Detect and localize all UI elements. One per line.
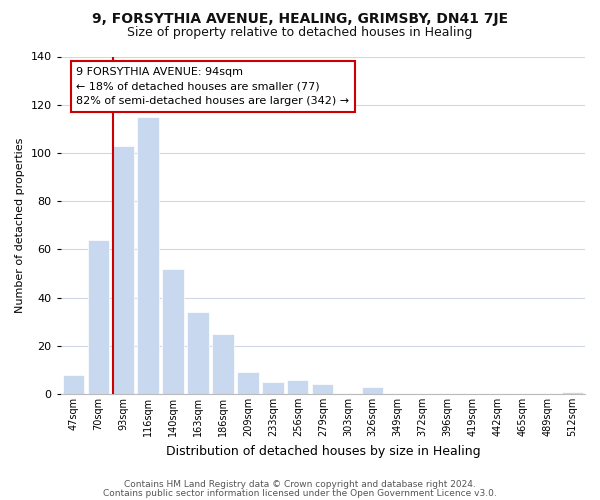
Bar [88, 240, 109, 394]
Text: Size of property relative to detached houses in Healing: Size of property relative to detached ho… [127, 26, 473, 39]
Text: Contains HM Land Registry data © Crown copyright and database right 2024.: Contains HM Land Registry data © Crown c… [124, 480, 476, 489]
Bar [187, 312, 209, 394]
Y-axis label: Number of detached properties: Number of detached properties [15, 138, 25, 313]
Bar [113, 146, 134, 394]
Text: 9, FORSYTHIA AVENUE, HEALING, GRIMSBY, DN41 7JE: 9, FORSYTHIA AVENUE, HEALING, GRIMSBY, D… [92, 12, 508, 26]
Bar [312, 384, 334, 394]
Bar [238, 372, 259, 394]
Bar [362, 387, 383, 394]
Bar [137, 117, 159, 394]
Bar [62, 374, 84, 394]
Bar [212, 334, 233, 394]
Bar [163, 268, 184, 394]
X-axis label: Distribution of detached houses by size in Healing: Distribution of detached houses by size … [166, 444, 480, 458]
Text: Contains public sector information licensed under the Open Government Licence v3: Contains public sector information licen… [103, 488, 497, 498]
Bar [262, 382, 284, 394]
Text: 9 FORSYTHIA AVENUE: 94sqm
← 18% of detached houses are smaller (77)
82% of semi-: 9 FORSYTHIA AVENUE: 94sqm ← 18% of detac… [76, 66, 350, 106]
Bar [562, 392, 583, 394]
Bar [287, 380, 308, 394]
